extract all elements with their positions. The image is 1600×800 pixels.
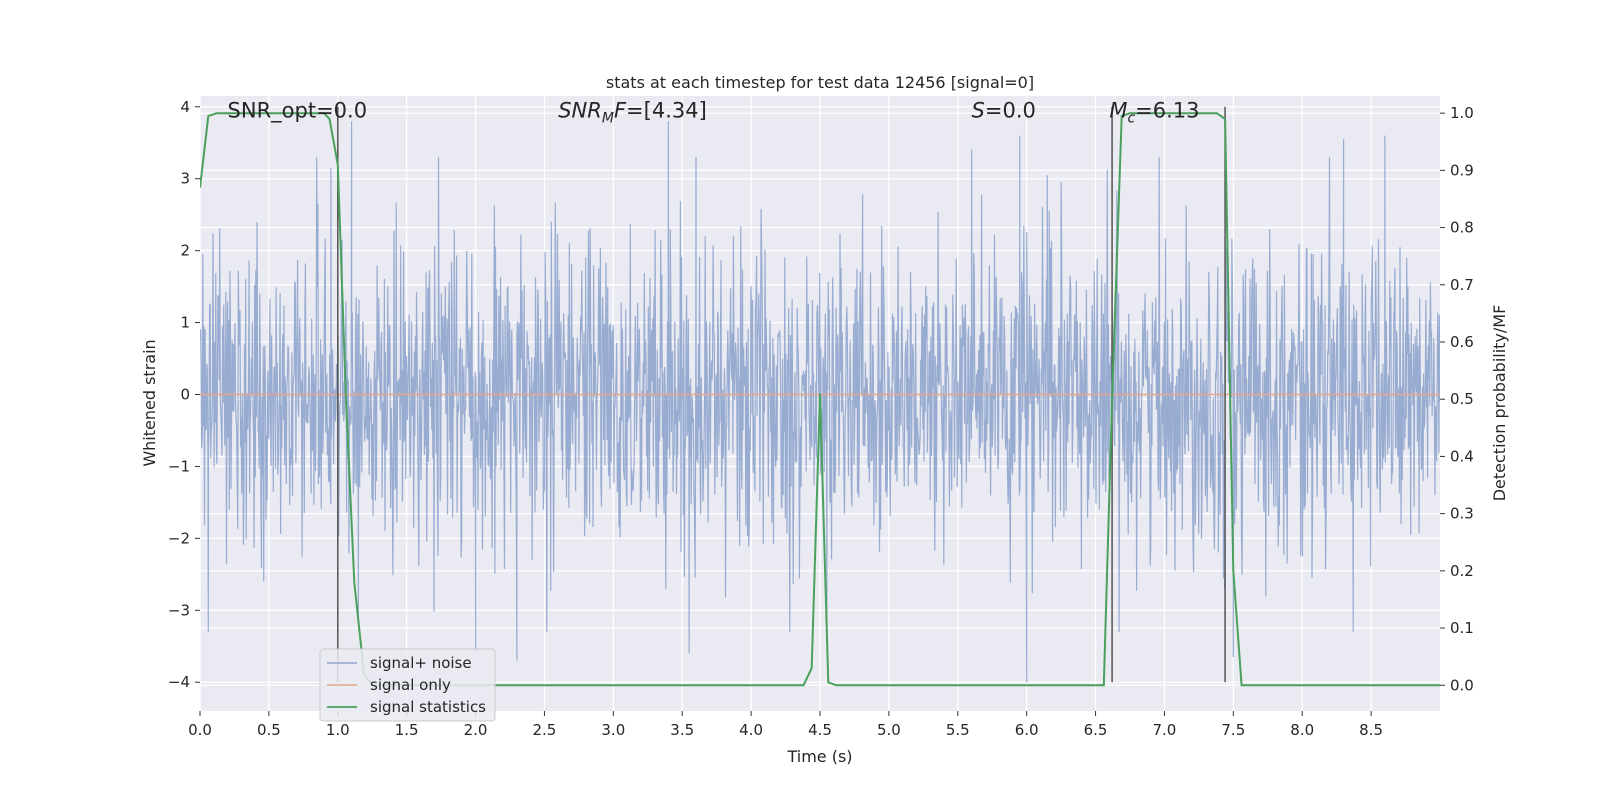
y-tick-label-right: 0.7 [1450,276,1474,294]
x-tick-label: 7.5 [1221,721,1245,739]
chart-title: stats at each timestep for test data 124… [606,73,1034,92]
legend: signal+ noise signal only signal statist… [319,648,496,722]
x-tick-label: 0.0 [188,721,212,739]
legend-box [319,648,496,722]
x-tick-label: 4.0 [739,721,763,739]
plot-content [200,106,1440,687]
x-axis-ticks: 0.0 0.5 1.0 1.5 2.0 2.5 3.0 3.5 4.0 4.5 5.0 5.5 6.0 6… [188,711,1383,739]
annotation-label: S=0.0 [972,98,1036,122]
x-tick-label: 8.5 [1359,721,1383,739]
annotation-label: SNRMF=[4.34] [558,98,707,126]
legend-label-signal-statistics: signal statistics [370,698,486,716]
x-tick-label: 5.5 [946,721,970,739]
y-tick-label-right: 0.9 [1450,161,1474,179]
legend-label-signal-only: signal only [370,676,451,694]
y-tick-label-right: 0.2 [1450,562,1474,580]
annotations: SNR_opt=0.0 SNRMF=[4.34] S=0.0 Mc=6.13 [228,98,1200,126]
x-tick-label: 3.5 [670,721,694,739]
y-tick-label-left: 2 [180,242,190,260]
y-axis-left-ticks: 4 3 2 1 0 −1 −2 −3 −4 [168,98,200,691]
y-tick-label-left: −3 [168,601,190,619]
y-tick-label-left: −2 [168,529,190,547]
x-tick-label: 1.5 [395,721,419,739]
x-tick-label: 1.0 [326,721,350,739]
y-tick-label-left: 4 [180,98,190,116]
y-tick-label-right: 1.0 [1450,104,1474,122]
y-axis-left-label: Whitened strain [140,339,159,466]
y-tick-label-right: 0.6 [1450,333,1474,351]
y-tick-label-left: −4 [168,673,190,691]
x-tick-label: 0.5 [257,721,281,739]
x-tick-label: 6.0 [1015,721,1039,739]
y-axis-right-label: Detection probability/MF [1490,305,1509,502]
y-axis-right-ticks: 1.0 0.9 0.8 0.7 0.6 0.5 0.4 0.3 0.2 0.1 0.0 [1440,104,1474,694]
y-tick-label-right: 0.3 [1450,505,1474,523]
x-tick-label: 2.0 [464,721,488,739]
series-line-signal-statistics [200,112,1440,687]
x-axis-label: Time (s) [786,747,852,766]
y-tick-label-right: 0.4 [1450,447,1474,465]
y-tick-label-left: 1 [180,314,190,332]
annotation-label: Mc=6.13 [1109,98,1199,126]
y-tick-label-right: 0.1 [1450,619,1474,637]
y-tick-label-left: 3 [180,170,190,188]
x-tick-label: 5.0 [877,721,901,739]
annotation-label: SNR_opt=0.0 [228,98,368,123]
x-tick-label: 8.0 [1290,721,1314,739]
y-tick-label-left: −1 [168,457,190,475]
y-tick-label-right: 0.5 [1450,390,1474,408]
x-tick-label: 6.5 [1084,721,1108,739]
y-tick-label-right: 0.0 [1450,676,1474,694]
x-tick-label: 2.5 [533,721,557,739]
y-tick-label-left: 0 [180,386,190,404]
legend-label-signal-plus-noise: signal+ noise [370,654,472,672]
x-tick-label: 4.5 [808,721,832,739]
y-tick-label-right: 0.8 [1450,219,1474,237]
x-tick-label: 7.0 [1153,721,1177,739]
x-tick-label: 3.0 [601,721,625,739]
